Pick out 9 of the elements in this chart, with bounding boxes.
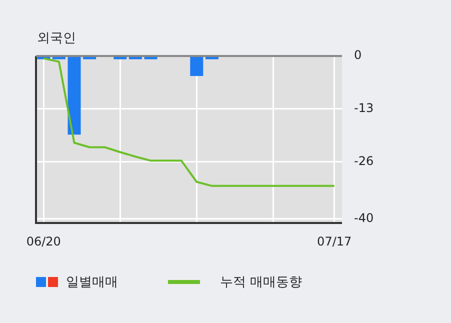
chart-title: 외국인 [37, 30, 76, 47]
y-tick-label: -13 [354, 101, 374, 116]
x-tick-label: 07/17 [317, 234, 352, 248]
y-tick-label: 0 [354, 48, 362, 62]
legend-label: 일별매매 [66, 274, 118, 291]
legend-label: 누적 매매동향 [220, 274, 302, 291]
y-tick-label: -40 [354, 211, 374, 226]
y-tick-label: -26 [354, 154, 374, 168]
x-tick-label: 06/20 [26, 234, 61, 248]
